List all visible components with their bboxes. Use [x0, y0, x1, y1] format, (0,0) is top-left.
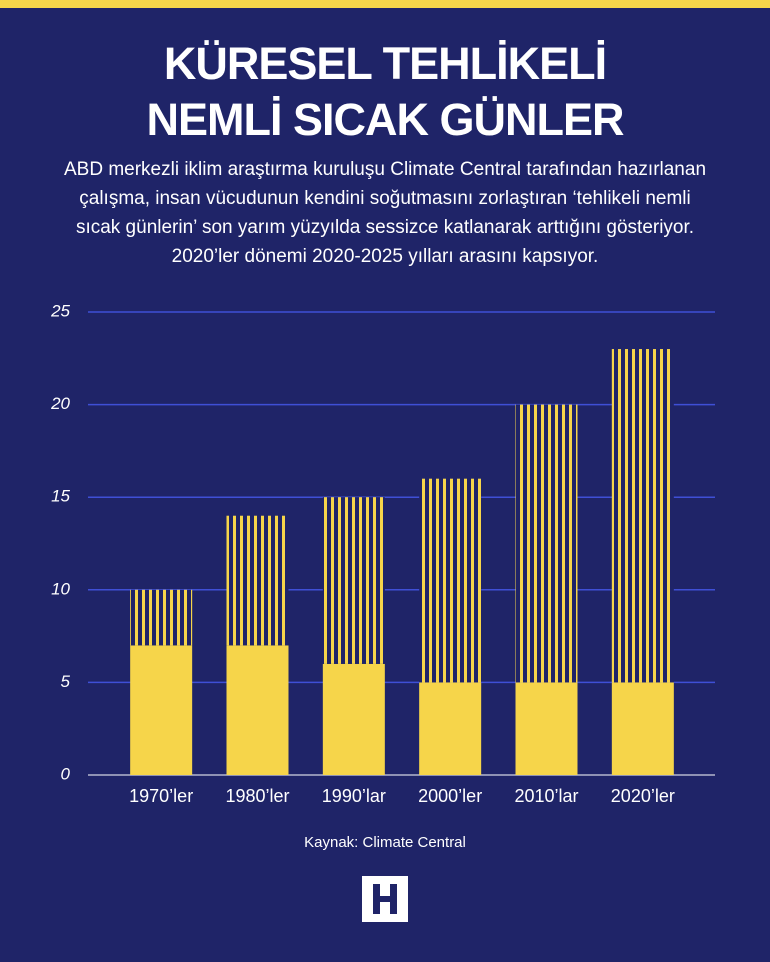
bar	[515, 682, 578, 775]
bar	[515, 404, 578, 683]
bar	[226, 515, 289, 646]
chart-subtitle: ABD merkezli iklim araştırma kuruluşu Cl…	[63, 159, 707, 267]
bar	[322, 663, 385, 775]
x-tick-label: 1990’lar	[322, 786, 386, 806]
title-line: NEMLİ SICAK GÜNLER	[146, 94, 625, 145]
bar	[322, 497, 385, 664]
x-tick-label: 2000’ler	[418, 786, 482, 806]
top-bar	[0, 0, 770, 8]
bar	[611, 349, 674, 683]
y-tick-label: 15	[51, 487, 70, 506]
bar	[419, 478, 482, 683]
y-tick-label: 5	[61, 672, 71, 691]
logo	[362, 876, 408, 922]
x-tick-label: 2020’ler	[611, 786, 675, 806]
x-tick-label: 2010’lar	[514, 786, 578, 806]
bar	[130, 645, 193, 775]
bar	[130, 589, 193, 646]
title-line: KÜRESEL TEHLİKELİ	[163, 38, 607, 89]
y-tick-label: 20	[50, 394, 70, 413]
x-tick-label: 1970’ler	[129, 786, 193, 806]
y-tick-label: 25	[50, 301, 70, 320]
bar	[226, 645, 289, 775]
y-tick-label: 10	[51, 579, 70, 598]
bar	[419, 682, 482, 775]
source: Kaynak: Climate Central	[304, 834, 466, 851]
x-tick-label: 1980’ler	[225, 786, 289, 806]
chart-title: KÜRESEL TEHLİKELİ NEMLİ SICAK GÜNLER	[0, 36, 770, 148]
bar	[611, 682, 674, 775]
y-tick-label: 0	[61, 764, 71, 783]
